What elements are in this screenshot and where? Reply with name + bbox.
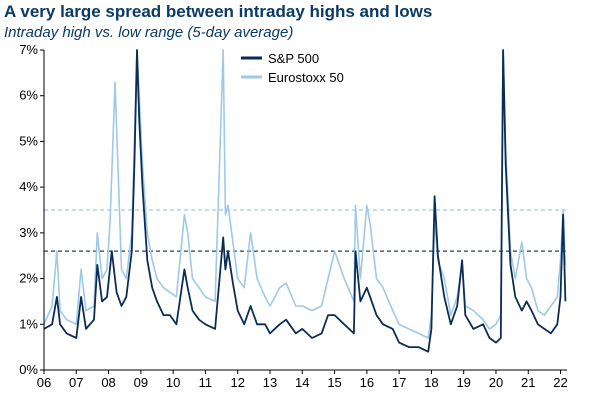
series-line-eurostoxx [43, 49, 567, 339]
series-layer [43, 49, 567, 353]
x-tick-label: 15 [327, 375, 341, 390]
y-tick-label: 3% [19, 225, 38, 240]
y-tick-label: 2% [19, 271, 38, 286]
chart-title: A very large spread between intraday hig… [4, 2, 433, 21]
x-tick-label: 11 [199, 375, 213, 390]
x-tick-label: 09 [134, 375, 148, 390]
x-tick-label: 21 [521, 375, 535, 390]
y-tick-label: 1% [19, 316, 38, 331]
y-tick-label: 5% [19, 133, 38, 148]
x-tick-label: 06 [37, 375, 51, 390]
x-tick-label: 10 [166, 375, 180, 390]
reference-lines [44, 209, 567, 252]
y-tick-label: 4% [19, 179, 38, 194]
x-tick-label: 22 [553, 375, 567, 390]
chart-subtitle: Intraday high vs. low range (5-day avera… [4, 24, 294, 41]
x-tick-label: 17 [392, 375, 406, 390]
legend-label: Eurostoxx 50 [268, 70, 344, 85]
x-tick-label: 12 [230, 375, 244, 390]
x-tick-label: 14 [295, 375, 309, 390]
x-tick-label: 16 [360, 375, 374, 390]
series-line-sp500 [43, 49, 567, 353]
x-tick-label: 18 [424, 375, 438, 390]
y-tick-label: 0% [19, 362, 38, 377]
legend: S&P 500 Eurostoxx 50 [241, 51, 344, 85]
x-tick-label: 08 [101, 375, 115, 390]
x-tick-label: 19 [456, 375, 470, 390]
x-tick-label: 07 [69, 375, 83, 390]
legend-label: S&P 500 [268, 51, 319, 66]
axes: 0% 1% 2% 3% 4% 5% 6% 7% 06 07 08 09 10 11 12 13 14 15 16 17… [19, 42, 568, 390]
y-tick-label: 7% [19, 42, 38, 57]
x-tick-label: 13 [263, 375, 277, 390]
y-tick-label: 6% [19, 88, 38, 103]
x-tick-label: 20 [489, 375, 503, 390]
